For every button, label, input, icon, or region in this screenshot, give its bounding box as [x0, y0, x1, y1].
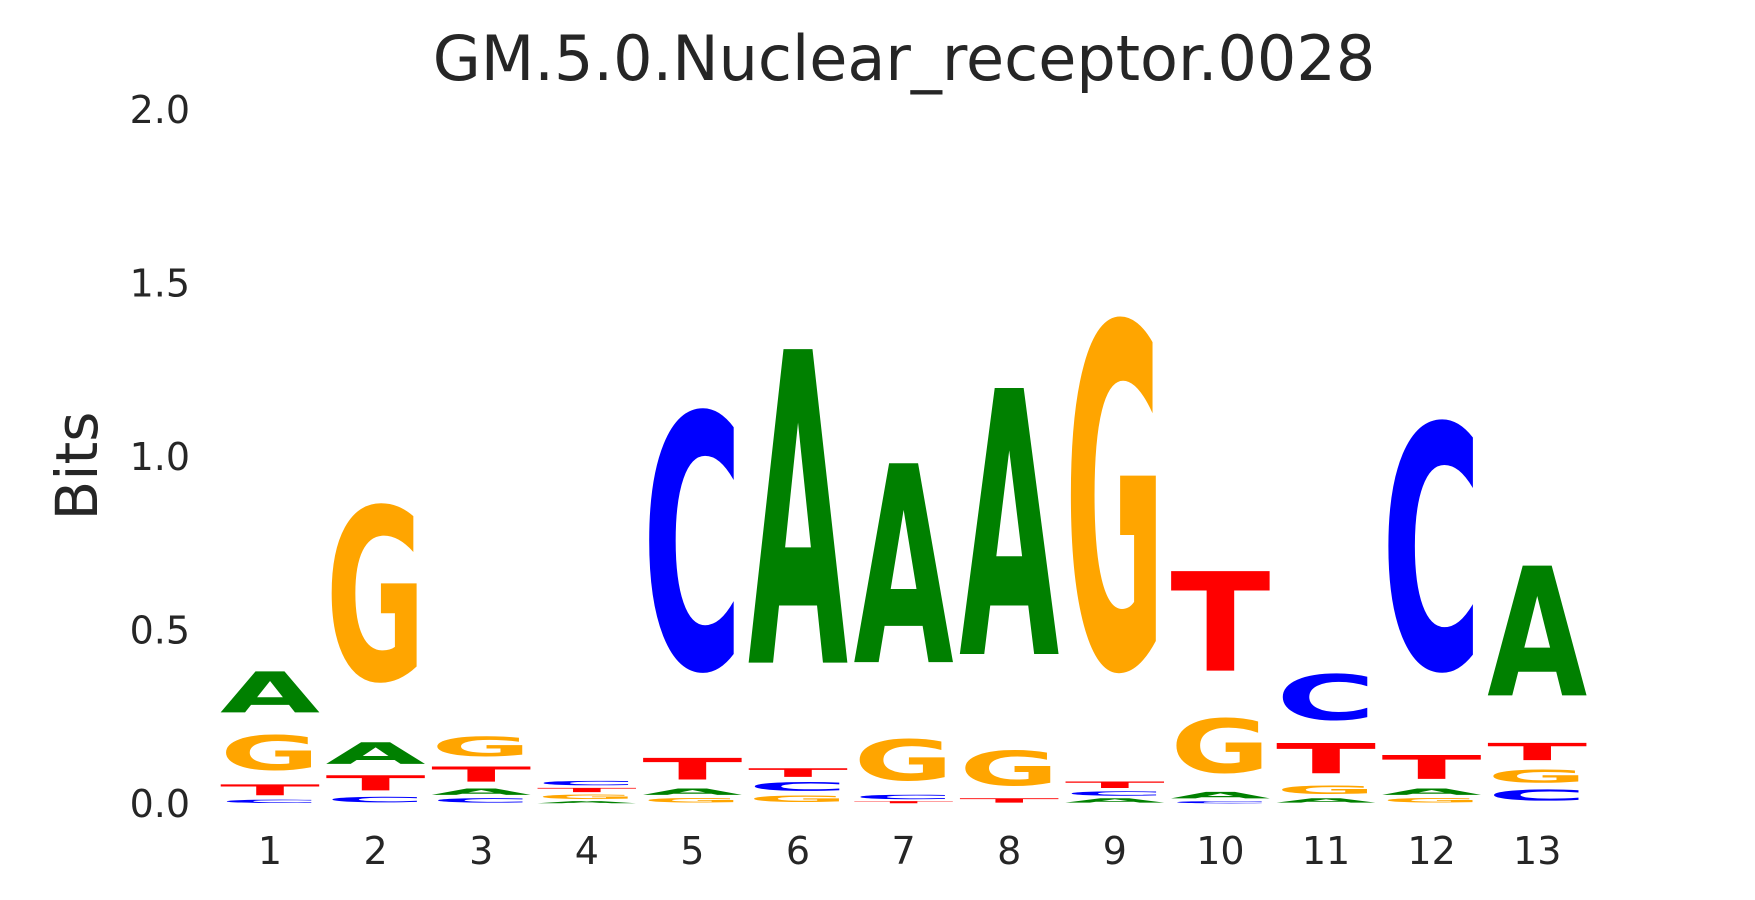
logo-letter-t: T: [431, 762, 531, 786]
x-tick-label: 6: [786, 829, 810, 873]
logo-letter-g: G: [959, 742, 1059, 797]
logo-letter-c: C: [1382, 359, 1482, 748]
x-tick-label: 5: [680, 829, 704, 873]
logo-letter-t: T: [326, 771, 426, 795]
x-tick-label: 10: [1196, 829, 1244, 873]
logo-letter-c: C: [431, 797, 531, 804]
x-tick-label: 3: [469, 829, 493, 873]
x-tick-label: 12: [1407, 829, 1455, 873]
logo-letter-a: A: [1065, 797, 1165, 804]
logo-letter-c: C: [642, 344, 742, 751]
x-tick-label: 13: [1513, 829, 1561, 873]
logo-letter-g: G: [748, 794, 848, 804]
logo-letter-a: A: [1276, 797, 1376, 804]
logo-letter-t: T: [1487, 738, 1588, 766]
logo-stacks: CTGACTAGCATGAGTCGATCGCTATCGATGAACTGCAGTA…: [220, 230, 1588, 804]
logo-letter-a: A: [854, 410, 954, 727]
chart-title: GM.5.0.Nuclear_receptor.0028: [433, 22, 1376, 95]
y-tick-label: 1.0: [130, 435, 190, 479]
logo-letter-t: T: [854, 801, 954, 804]
logo-letter-g: G: [1487, 766, 1587, 787]
logo-letter-g: G: [537, 794, 637, 801]
y-tick-labels: 0.0 0.5 1.0 1.5 2.0: [130, 88, 190, 826]
x-tick-label: 9: [1103, 829, 1127, 873]
logo-letter-t: T: [642, 752, 742, 786]
logo-letter-t: T: [959, 797, 1059, 804]
logo-letter-a: A: [1487, 531, 1587, 738]
y-tick-label: 2.0: [130, 88, 190, 132]
logo-letter-t: T: [1276, 735, 1376, 783]
logo-letter-g: G: [1065, 230, 1165, 779]
logo-letter-c: C: [326, 795, 426, 804]
y-tick-label: 0.5: [130, 609, 190, 653]
logo-letter-a: A: [1382, 787, 1482, 797]
logo-letter-a: A: [537, 801, 637, 804]
logo-letter-t: T: [220, 781, 320, 798]
logo-letter-c: C: [854, 794, 954, 801]
x-tick-label: 11: [1302, 829, 1350, 873]
logo-letter-g: G: [1170, 703, 1270, 790]
logo-letter-t: T: [1065, 780, 1165, 790]
x-tick-label: 7: [892, 829, 916, 873]
logo-letter-g: G: [1382, 797, 1482, 804]
logo-letter-c: C: [1170, 801, 1270, 804]
logo-letter-t: T: [1170, 545, 1270, 703]
logo-letter-c: C: [537, 780, 637, 787]
logo-letter-a: A: [431, 787, 531, 797]
x-tick-label: 4: [575, 829, 599, 873]
y-tick-label: 0.0: [130, 782, 190, 826]
logo-letter-c: C: [1065, 790, 1165, 797]
logo-letter-g: G: [854, 728, 954, 793]
x-tick-label: 1: [258, 829, 282, 873]
logo-letter-g: G: [431, 731, 531, 762]
logo-letter-a: A: [748, 263, 849, 764]
logo-letter-a: A: [642, 787, 742, 797]
logo-letter-a: A: [220, 660, 320, 726]
logo-letter-c: C: [1276, 662, 1376, 734]
x-tick-label: 2: [364, 829, 388, 873]
x-tick-labels: 1 2 3 4 5 6 7 8 9 10 11 12 13: [258, 829, 1561, 873]
logo-letter-g: G: [220, 726, 320, 781]
logo-letter-c: C: [220, 799, 320, 804]
logo-letter-g: G: [1276, 783, 1376, 797]
logo-letter-t: T: [537, 787, 637, 794]
logo-letter-g: G: [326, 460, 426, 736]
logo-letter-g: G: [642, 797, 742, 804]
logo-letter-c: C: [748, 780, 848, 794]
x-tick-label: 8: [997, 829, 1021, 873]
logo-letter-t: T: [1382, 749, 1482, 787]
y-tick-label: 1.5: [130, 262, 190, 306]
logo-letter-c: C: [1487, 787, 1587, 804]
logo-letter-a: A: [1170, 790, 1270, 800]
y-axis-label: Bits: [43, 412, 111, 521]
logo-letter-a: A: [326, 737, 427, 771]
logo-letter-t: T: [748, 766, 848, 780]
logo-letter-a: A: [959, 315, 1060, 740]
